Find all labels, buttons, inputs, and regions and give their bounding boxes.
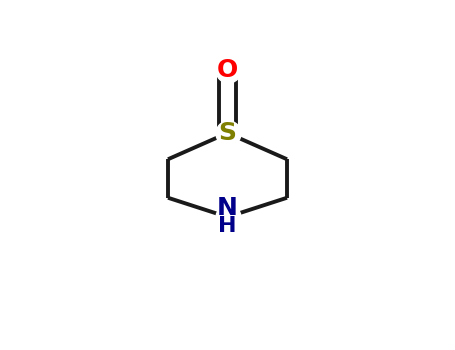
- Text: S: S: [218, 121, 237, 145]
- Text: O: O: [217, 58, 238, 82]
- Text: H: H: [218, 216, 237, 236]
- Text: N: N: [217, 196, 238, 220]
